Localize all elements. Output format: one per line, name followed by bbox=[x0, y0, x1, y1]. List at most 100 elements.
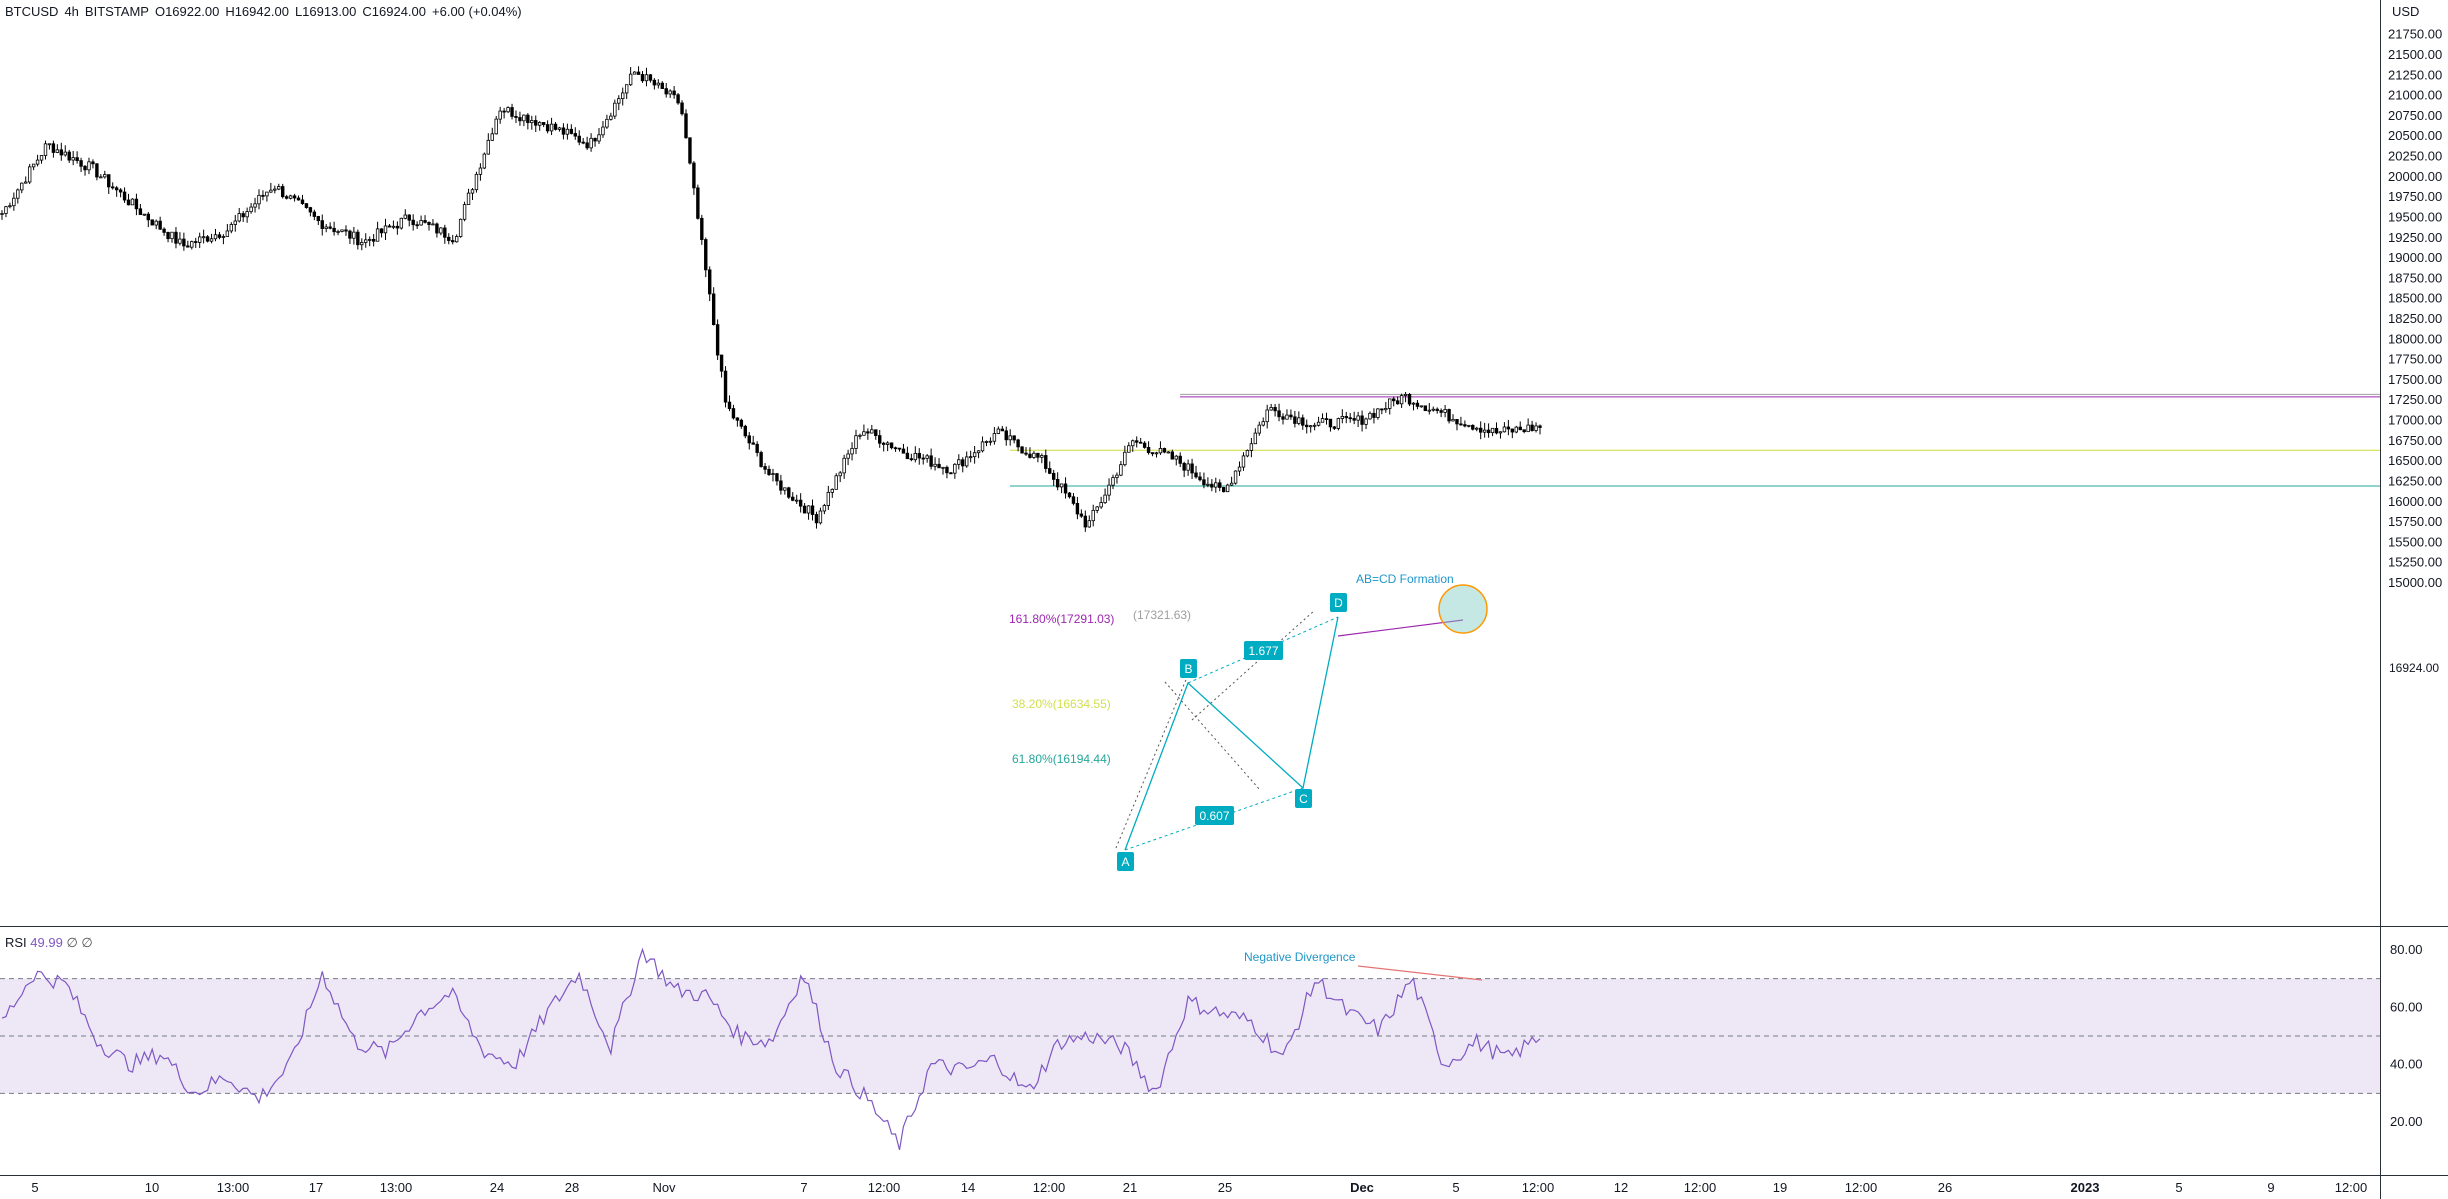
symbol-label[interactable]: BTCUSD bbox=[5, 4, 59, 19]
candle-body bbox=[711, 293, 716, 326]
current-price-label: 16924.00 bbox=[2389, 661, 2439, 675]
candle-body bbox=[1471, 424, 1475, 430]
rsi-band-layer bbox=[0, 978, 2380, 1094]
candle-body bbox=[1142, 442, 1147, 448]
candle-body bbox=[1376, 408, 1380, 418]
candle-body bbox=[949, 472, 953, 475]
candle-body bbox=[684, 113, 688, 139]
candle-body bbox=[1340, 416, 1345, 419]
candle-body bbox=[834, 475, 838, 490]
time-tick-label: 2023 bbox=[2071, 1180, 2100, 1195]
candle-body bbox=[478, 167, 483, 175]
candle-body bbox=[288, 195, 293, 199]
candle-body bbox=[27, 166, 32, 183]
candle-body bbox=[1253, 432, 1258, 445]
candle-body bbox=[1475, 427, 1479, 430]
candle-body bbox=[419, 220, 423, 226]
candle-body bbox=[1431, 408, 1435, 411]
candle-body bbox=[470, 189, 475, 194]
candle-body bbox=[1016, 439, 1020, 448]
candle-body bbox=[656, 82, 661, 86]
candle-body bbox=[965, 456, 969, 467]
candle-body bbox=[454, 236, 459, 243]
price-tick-label: 19500.00 bbox=[2388, 209, 2442, 224]
candle-body bbox=[197, 236, 202, 243]
reversal-zone-circle[interactable] bbox=[1438, 584, 1488, 634]
candle-body bbox=[743, 425, 748, 437]
candle-body bbox=[1316, 421, 1321, 426]
interval-label[interactable]: 4h bbox=[64, 4, 79, 19]
candle-body bbox=[225, 230, 230, 237]
candle-body bbox=[1107, 484, 1111, 496]
candle-body bbox=[387, 225, 392, 228]
price-tick-label: 16750.00 bbox=[2388, 433, 2442, 448]
candle-body bbox=[597, 134, 601, 142]
candle-body bbox=[257, 194, 261, 205]
candle-body bbox=[1028, 453, 1032, 458]
candle-body bbox=[403, 214, 407, 219]
price-tick-label: 15750.00 bbox=[2388, 514, 2442, 529]
candle-body bbox=[842, 457, 846, 474]
candle-body bbox=[601, 126, 605, 136]
candle-body bbox=[284, 196, 289, 199]
candle-body bbox=[593, 137, 597, 142]
candle-body bbox=[652, 79, 657, 86]
candle-body bbox=[91, 161, 95, 165]
rsi-title[interactable]: RSI bbox=[5, 935, 27, 950]
rsi-tick-label: 80.00 bbox=[2390, 942, 2423, 957]
point-c-badge[interactable]: C bbox=[1295, 789, 1312, 808]
candle-body bbox=[522, 114, 526, 122]
candle-body bbox=[549, 123, 554, 132]
rsi-tick-label: 20.00 bbox=[2390, 1114, 2423, 1129]
candle-body bbox=[1099, 502, 1103, 508]
candle-body bbox=[1000, 428, 1004, 432]
candle-body bbox=[1328, 418, 1333, 428]
candle-body bbox=[727, 401, 732, 409]
point-b-badge[interactable]: B bbox=[1180, 659, 1197, 678]
open-value: O16922.00 bbox=[154, 4, 220, 19]
point-d-badge[interactable]: D bbox=[1330, 593, 1347, 612]
candle-body bbox=[1146, 447, 1151, 453]
candle-body bbox=[755, 443, 759, 453]
price-axis[interactable]: 21750.00 21500.00 21250.00 21000.00 20750.00… bbox=[2388, 27, 2442, 590]
candle-body bbox=[336, 231, 340, 233]
candle-body bbox=[229, 224, 234, 232]
candle-body bbox=[1237, 466, 1242, 472]
candle-body bbox=[621, 92, 625, 100]
time-tick-label: 7 bbox=[800, 1180, 807, 1195]
candle-body bbox=[676, 94, 680, 104]
candle-body bbox=[1249, 443, 1254, 451]
candle-body bbox=[1423, 405, 1428, 412]
ratio-cd-badge[interactable]: 1.677 bbox=[1244, 641, 1283, 660]
close-value: C16924.00 bbox=[362, 4, 427, 19]
point-a-badge[interactable]: A bbox=[1117, 852, 1134, 871]
candle-body bbox=[1178, 455, 1182, 464]
candle-body bbox=[561, 127, 566, 135]
price-tick-label: 21000.00 bbox=[2388, 88, 2442, 103]
candle-body bbox=[617, 98, 621, 104]
candle-body bbox=[458, 218, 463, 237]
candle-body bbox=[909, 458, 914, 461]
candle-body bbox=[427, 221, 431, 225]
time-axis[interactable]: 5 10 13:00 17 13:00 24 28 Nov 7 12:00 14 12:00 21 25 D… bbox=[31, 1180, 2367, 1195]
change-value: +6.00 (+0.04%) bbox=[432, 4, 522, 19]
candle-body bbox=[205, 236, 210, 242]
candle-body bbox=[700, 217, 704, 240]
candle-body bbox=[613, 102, 617, 117]
abcd-pattern[interactable] bbox=[1115, 584, 1488, 851]
candle-body bbox=[1218, 482, 1222, 488]
candle-body bbox=[1518, 426, 1522, 431]
candle-body bbox=[1463, 424, 1467, 427]
candle-body bbox=[316, 216, 320, 222]
candle-body bbox=[1297, 417, 1301, 424]
candle-body bbox=[269, 189, 273, 193]
candle-body bbox=[644, 74, 649, 82]
candle-body bbox=[75, 157, 79, 161]
candle-body bbox=[925, 455, 929, 459]
candle-body bbox=[1150, 452, 1155, 455]
candle-body bbox=[114, 187, 119, 191]
candle-body bbox=[1190, 463, 1194, 474]
ratio-bc-badge[interactable]: 0.607 bbox=[1195, 806, 1234, 825]
candle-body bbox=[747, 435, 751, 444]
